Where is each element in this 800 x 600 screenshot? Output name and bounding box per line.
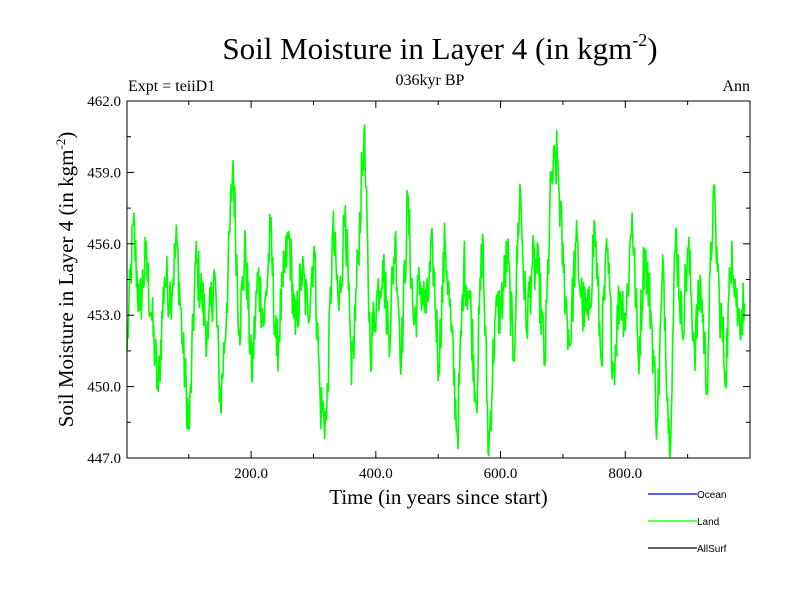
x-tick-label: 600.0 bbox=[484, 466, 518, 482]
legend: Ocean Land AllSurf bbox=[648, 490, 727, 555]
y-axis-label-main: Soil Moisture in Layer 4 (in kgm bbox=[54, 150, 78, 428]
series-layer bbox=[126, 124, 746, 458]
experiment-label: Expt = teiiD1 bbox=[128, 78, 216, 95]
series-line-land bbox=[126, 124, 746, 458]
x-tick-label: 200.0 bbox=[234, 466, 268, 482]
x-axis-label: Time (in years since start) bbox=[329, 485, 548, 509]
y-axis-label: Soil Moisture in Layer 4 (in kgm-2) bbox=[53, 132, 78, 427]
y-tick-label: 459.0 bbox=[87, 165, 121, 181]
y-tick-label: 462.0 bbox=[87, 94, 121, 110]
x-tick-label: 800.0 bbox=[608, 466, 642, 482]
y-tick-label: 450.0 bbox=[87, 380, 121, 396]
title-superscript: -2 bbox=[632, 30, 648, 50]
y-axis-label-end: ) bbox=[54, 132, 78, 139]
y-tick-label: 447.0 bbox=[87, 451, 121, 467]
x-tick-label: 400.0 bbox=[359, 466, 393, 482]
season-label: Ann bbox=[722, 78, 750, 95]
chart-title: Soil Moisture in Layer 4 (in kgm-2) bbox=[140, 30, 740, 66]
title-main: Soil Moisture in Layer 4 (in kgm bbox=[222, 31, 633, 66]
chart-subtitle: 036kyr BP bbox=[395, 72, 465, 89]
ticks-layer: 200.0 400.0 600.0 800.0 447.0 450.0 453.0 456.0… bbox=[87, 94, 750, 482]
legend-label-land: Land bbox=[697, 517, 719, 528]
y-axis-label-superscript: -2 bbox=[53, 139, 68, 150]
legend-label-ocean: Ocean bbox=[697, 490, 726, 501]
title-end: ) bbox=[647, 31, 658, 66]
legend-label-allsurf: AllSurf bbox=[697, 544, 727, 555]
y-tick-label: 456.0 bbox=[87, 237, 121, 253]
y-tick-label: 453.0 bbox=[87, 308, 121, 324]
